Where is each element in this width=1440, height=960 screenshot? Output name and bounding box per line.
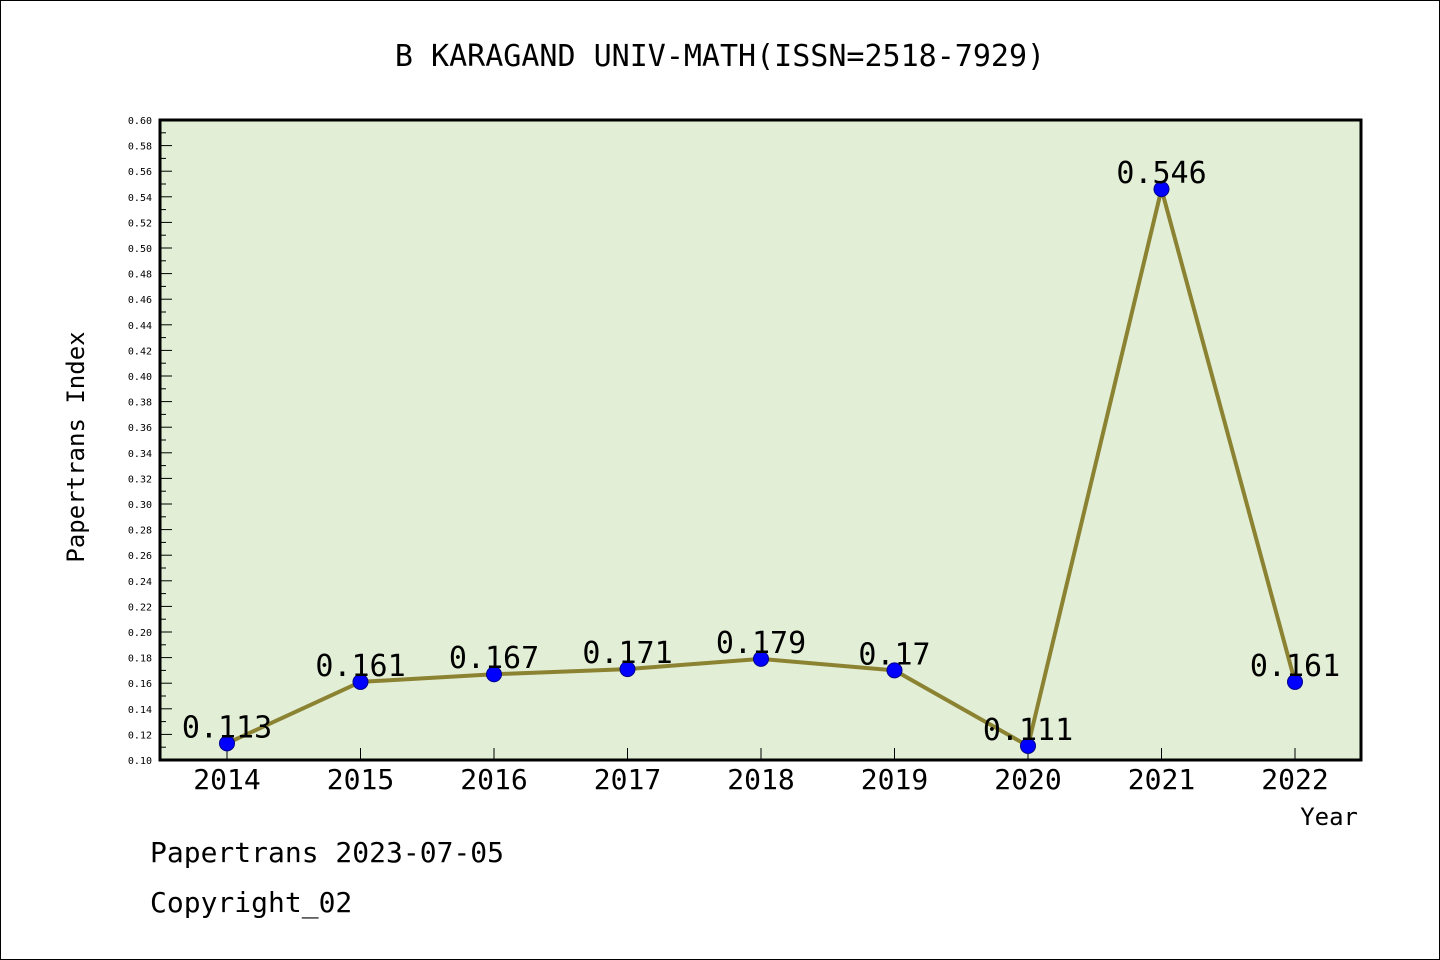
x-tick-label: 2019 bbox=[861, 763, 928, 796]
y-tick-label: 0.42 bbox=[128, 346, 152, 357]
x-tick-label: 2022 bbox=[1261, 763, 1328, 796]
y-tick-label: 0.20 bbox=[128, 628, 152, 639]
y-tick-label: 0.16 bbox=[128, 679, 152, 690]
data-point bbox=[486, 666, 502, 683]
x-tick-label: 2020 bbox=[994, 763, 1061, 796]
data-point bbox=[886, 662, 903, 679]
y-tick-label: 0.34 bbox=[128, 449, 152, 460]
data-point bbox=[219, 735, 235, 752]
y-tick-label: 0.50 bbox=[128, 244, 152, 255]
data-labels: 0.113 0.161 0.167 0.171 0.179 0.17 0.111 0.546 0… bbox=[182, 156, 1340, 748]
x-tick-label: 2021 bbox=[1128, 763, 1195, 796]
data-point bbox=[352, 673, 369, 690]
y-axis: 0.10 0.12 0.14 0.16 0.18 0.20 0.22 0.24 0.26 0.28… bbox=[128, 116, 172, 767]
data-label: 0.171 bbox=[582, 636, 672, 671]
data-label: 0.161 bbox=[1250, 649, 1340, 684]
footer-copyright: Copyright_02 bbox=[150, 886, 353, 919]
footer-source: Papertrans 2023-07-05 bbox=[150, 836, 505, 869]
y-tick-label: 0.54 bbox=[128, 193, 152, 204]
y-tick-label: 0.60 bbox=[128, 116, 152, 127]
data-label: 0.161 bbox=[315, 649, 405, 684]
y-tick-label: 0.28 bbox=[128, 526, 152, 537]
data-point bbox=[1153, 181, 1170, 198]
data-point bbox=[1287, 673, 1303, 690]
x-tick-label: 2014 bbox=[193, 763, 260, 796]
x-tick-label: 2016 bbox=[460, 763, 527, 796]
y-tick-label: 0.58 bbox=[128, 142, 152, 153]
data-point bbox=[619, 661, 636, 678]
y-tick-label: 0.18 bbox=[128, 654, 152, 665]
y-tick-label: 0.12 bbox=[128, 730, 152, 741]
data-label: 0.17 bbox=[858, 637, 930, 672]
x-tick-label: 2017 bbox=[594, 763, 661, 796]
y-tick-label: 0.44 bbox=[128, 321, 152, 332]
x-axis: 2014 2015 2016 2017 2018 2019 2020 2021 2022 bbox=[193, 748, 1329, 796]
y-tick-label: 0.32 bbox=[128, 474, 152, 485]
x-tick-label: 2015 bbox=[327, 763, 394, 796]
data-points bbox=[219, 181, 1303, 754]
y-tick-label: 0.52 bbox=[128, 218, 152, 229]
y-tick-label: 0.40 bbox=[128, 372, 152, 383]
y-tick-label: 0.56 bbox=[128, 167, 152, 178]
x-tick-label: 2018 bbox=[727, 763, 794, 796]
y-axis-label: Papertrans Index bbox=[62, 331, 90, 562]
y-tick-label: 0.30 bbox=[128, 500, 152, 511]
y-tick-label: 0.22 bbox=[128, 602, 152, 613]
y-tick-label: 0.10 bbox=[128, 756, 152, 767]
y-tick-label: 0.46 bbox=[128, 295, 152, 306]
data-label: 0.179 bbox=[716, 626, 806, 661]
data-label: 0.111 bbox=[983, 713, 1073, 748]
y-tick-label: 0.36 bbox=[128, 423, 152, 434]
data-point bbox=[753, 650, 769, 667]
data-label: 0.546 bbox=[1116, 156, 1206, 191]
data-label: 0.113 bbox=[182, 710, 272, 745]
y-tick-label: 0.14 bbox=[128, 705, 152, 716]
y-tick-label: 0.48 bbox=[128, 270, 152, 281]
y-tick-label: 0.24 bbox=[128, 577, 152, 588]
y-tick-label: 0.38 bbox=[128, 398, 152, 409]
x-axis-label: Year bbox=[1300, 803, 1358, 831]
data-point bbox=[1020, 737, 1036, 754]
y-tick-label: 0.26 bbox=[128, 551, 152, 562]
chart-title: B KARAGAND UNIV-MATH(ISSN=2518-7929) bbox=[395, 39, 1045, 74]
data-label: 0.167 bbox=[449, 641, 539, 676]
